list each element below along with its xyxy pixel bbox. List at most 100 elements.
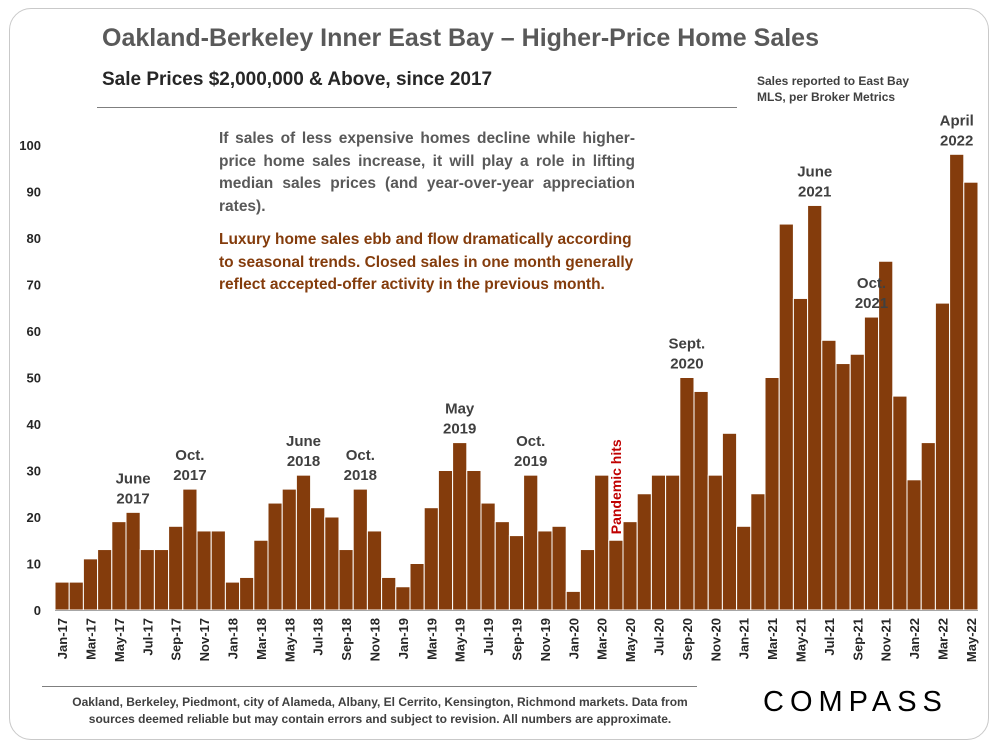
- x-tick-label: Jul-20: [652, 618, 667, 656]
- bar: [537, 530, 553, 611]
- bar: [750, 493, 766, 611]
- x-tick-label: Mar-19: [424, 618, 439, 660]
- bar: [878, 260, 894, 611]
- bar: [736, 525, 752, 611]
- x-tick-label: May-18: [282, 618, 297, 662]
- bar: [97, 549, 113, 611]
- compass-logo: COMPASS: [763, 686, 948, 718]
- x-tick-label: Jan-18: [226, 618, 241, 659]
- peak-annotation: Oct.: [346, 447, 375, 464]
- x-tick-label: May-21: [794, 618, 809, 662]
- y-tick-label: 10: [27, 557, 41, 572]
- bar: [338, 549, 354, 611]
- peak-annotation: June: [797, 163, 832, 180]
- bar: [452, 442, 468, 611]
- bar: [679, 377, 695, 611]
- bar: [281, 488, 297, 611]
- bar: [395, 586, 411, 611]
- peak-annotation: 2018: [287, 453, 320, 470]
- bar: [352, 488, 368, 611]
- y-tick-label: 40: [27, 417, 41, 432]
- peak-annotation: Sept.: [669, 336, 706, 353]
- peak-annotation: 2018: [344, 467, 377, 484]
- bar: [82, 558, 99, 611]
- footer-disclaimer: Oakland, Berkeley, Piedmont, city of Ala…: [72, 695, 688, 726]
- y-tick-label: 90: [27, 185, 41, 200]
- bar: [366, 530, 383, 611]
- peak-annotation: 2022: [940, 132, 973, 149]
- title-divider: [97, 107, 737, 108]
- bar: [579, 549, 596, 611]
- bar: [707, 474, 723, 611]
- bar: [210, 530, 226, 611]
- bar: [523, 474, 539, 611]
- x-tick-label: Jul-19: [481, 618, 496, 656]
- x-tick-label: Jan-21: [737, 618, 752, 659]
- bar: [196, 530, 212, 611]
- bar: [892, 395, 908, 611]
- y-tick-label: 30: [27, 464, 41, 479]
- bar: [168, 525, 184, 611]
- x-tick-label: Sep-18: [339, 618, 354, 661]
- x-tick-label: Mar-21: [765, 618, 780, 660]
- peak-annotation: 2021: [855, 295, 888, 312]
- bar: [125, 511, 141, 611]
- bar: [153, 549, 170, 611]
- bar: [721, 432, 738, 611]
- peak-annotation: 2019: [514, 453, 547, 470]
- bar: [835, 363, 851, 611]
- bar: [650, 474, 667, 611]
- bar: [849, 353, 865, 611]
- peak-annotation: 2021: [798, 183, 831, 200]
- pandemic-annotation: Pandemic hits: [608, 439, 624, 534]
- footer-divider: [42, 686, 697, 687]
- x-tick-label: Jan-17: [55, 618, 70, 659]
- chart-title: Oakland-Berkeley Inner East Bay – Higher…: [102, 24, 819, 52]
- x-tick-label: May-20: [623, 618, 638, 662]
- bar: [963, 181, 979, 611]
- x-tick-label: Jan-22: [907, 618, 922, 659]
- bar: [324, 516, 340, 611]
- bar: [622, 521, 638, 611]
- bar: [594, 474, 610, 611]
- annotation-note-brown: Luxury home sales ebb and flow dramatica…: [219, 231, 634, 293]
- bar: [565, 590, 581, 611]
- bar: [224, 581, 241, 611]
- bar: [54, 581, 70, 611]
- peak-annotation: 2019: [443, 421, 476, 438]
- y-tick-label: 20: [27, 510, 41, 525]
- x-tick-label: Mar-17: [84, 618, 99, 660]
- bar: [253, 539, 269, 611]
- peak-annotation: Oct.: [857, 275, 886, 292]
- x-tick-label: Jul-21: [822, 618, 837, 656]
- bar: [920, 442, 936, 611]
- bar: [636, 493, 652, 611]
- bar: [437, 470, 454, 611]
- x-tick-label: May-22: [964, 618, 979, 662]
- x-tick-label: Jan-20: [566, 618, 581, 659]
- x-tick-label: Nov-21: [879, 618, 894, 661]
- x-tick-label: Jan-19: [396, 618, 411, 659]
- peak-annotation: May: [445, 401, 475, 418]
- x-tick-label: Nov-20: [708, 618, 723, 661]
- bar: [494, 521, 510, 611]
- x-tick-label: Mar-22: [936, 618, 951, 660]
- bar: [665, 474, 681, 611]
- bar: [111, 521, 127, 611]
- bar: [906, 479, 922, 611]
- bar: [68, 581, 84, 611]
- x-tick-label: May-19: [453, 618, 468, 662]
- bar: [934, 302, 951, 611]
- source-note: Sales reported to East Bay MLS, per Brok…: [757, 74, 910, 104]
- bar: [310, 507, 326, 611]
- bar: [409, 563, 425, 611]
- y-tick-label: 0: [34, 603, 41, 618]
- bar: [693, 390, 709, 611]
- x-tick-label: Mar-18: [254, 618, 269, 660]
- peak-annotation: 2017: [173, 467, 206, 484]
- bar: [139, 549, 155, 611]
- y-tick-label: 80: [27, 231, 41, 246]
- peak-annotation: 2017: [116, 490, 149, 507]
- bar: [423, 507, 439, 611]
